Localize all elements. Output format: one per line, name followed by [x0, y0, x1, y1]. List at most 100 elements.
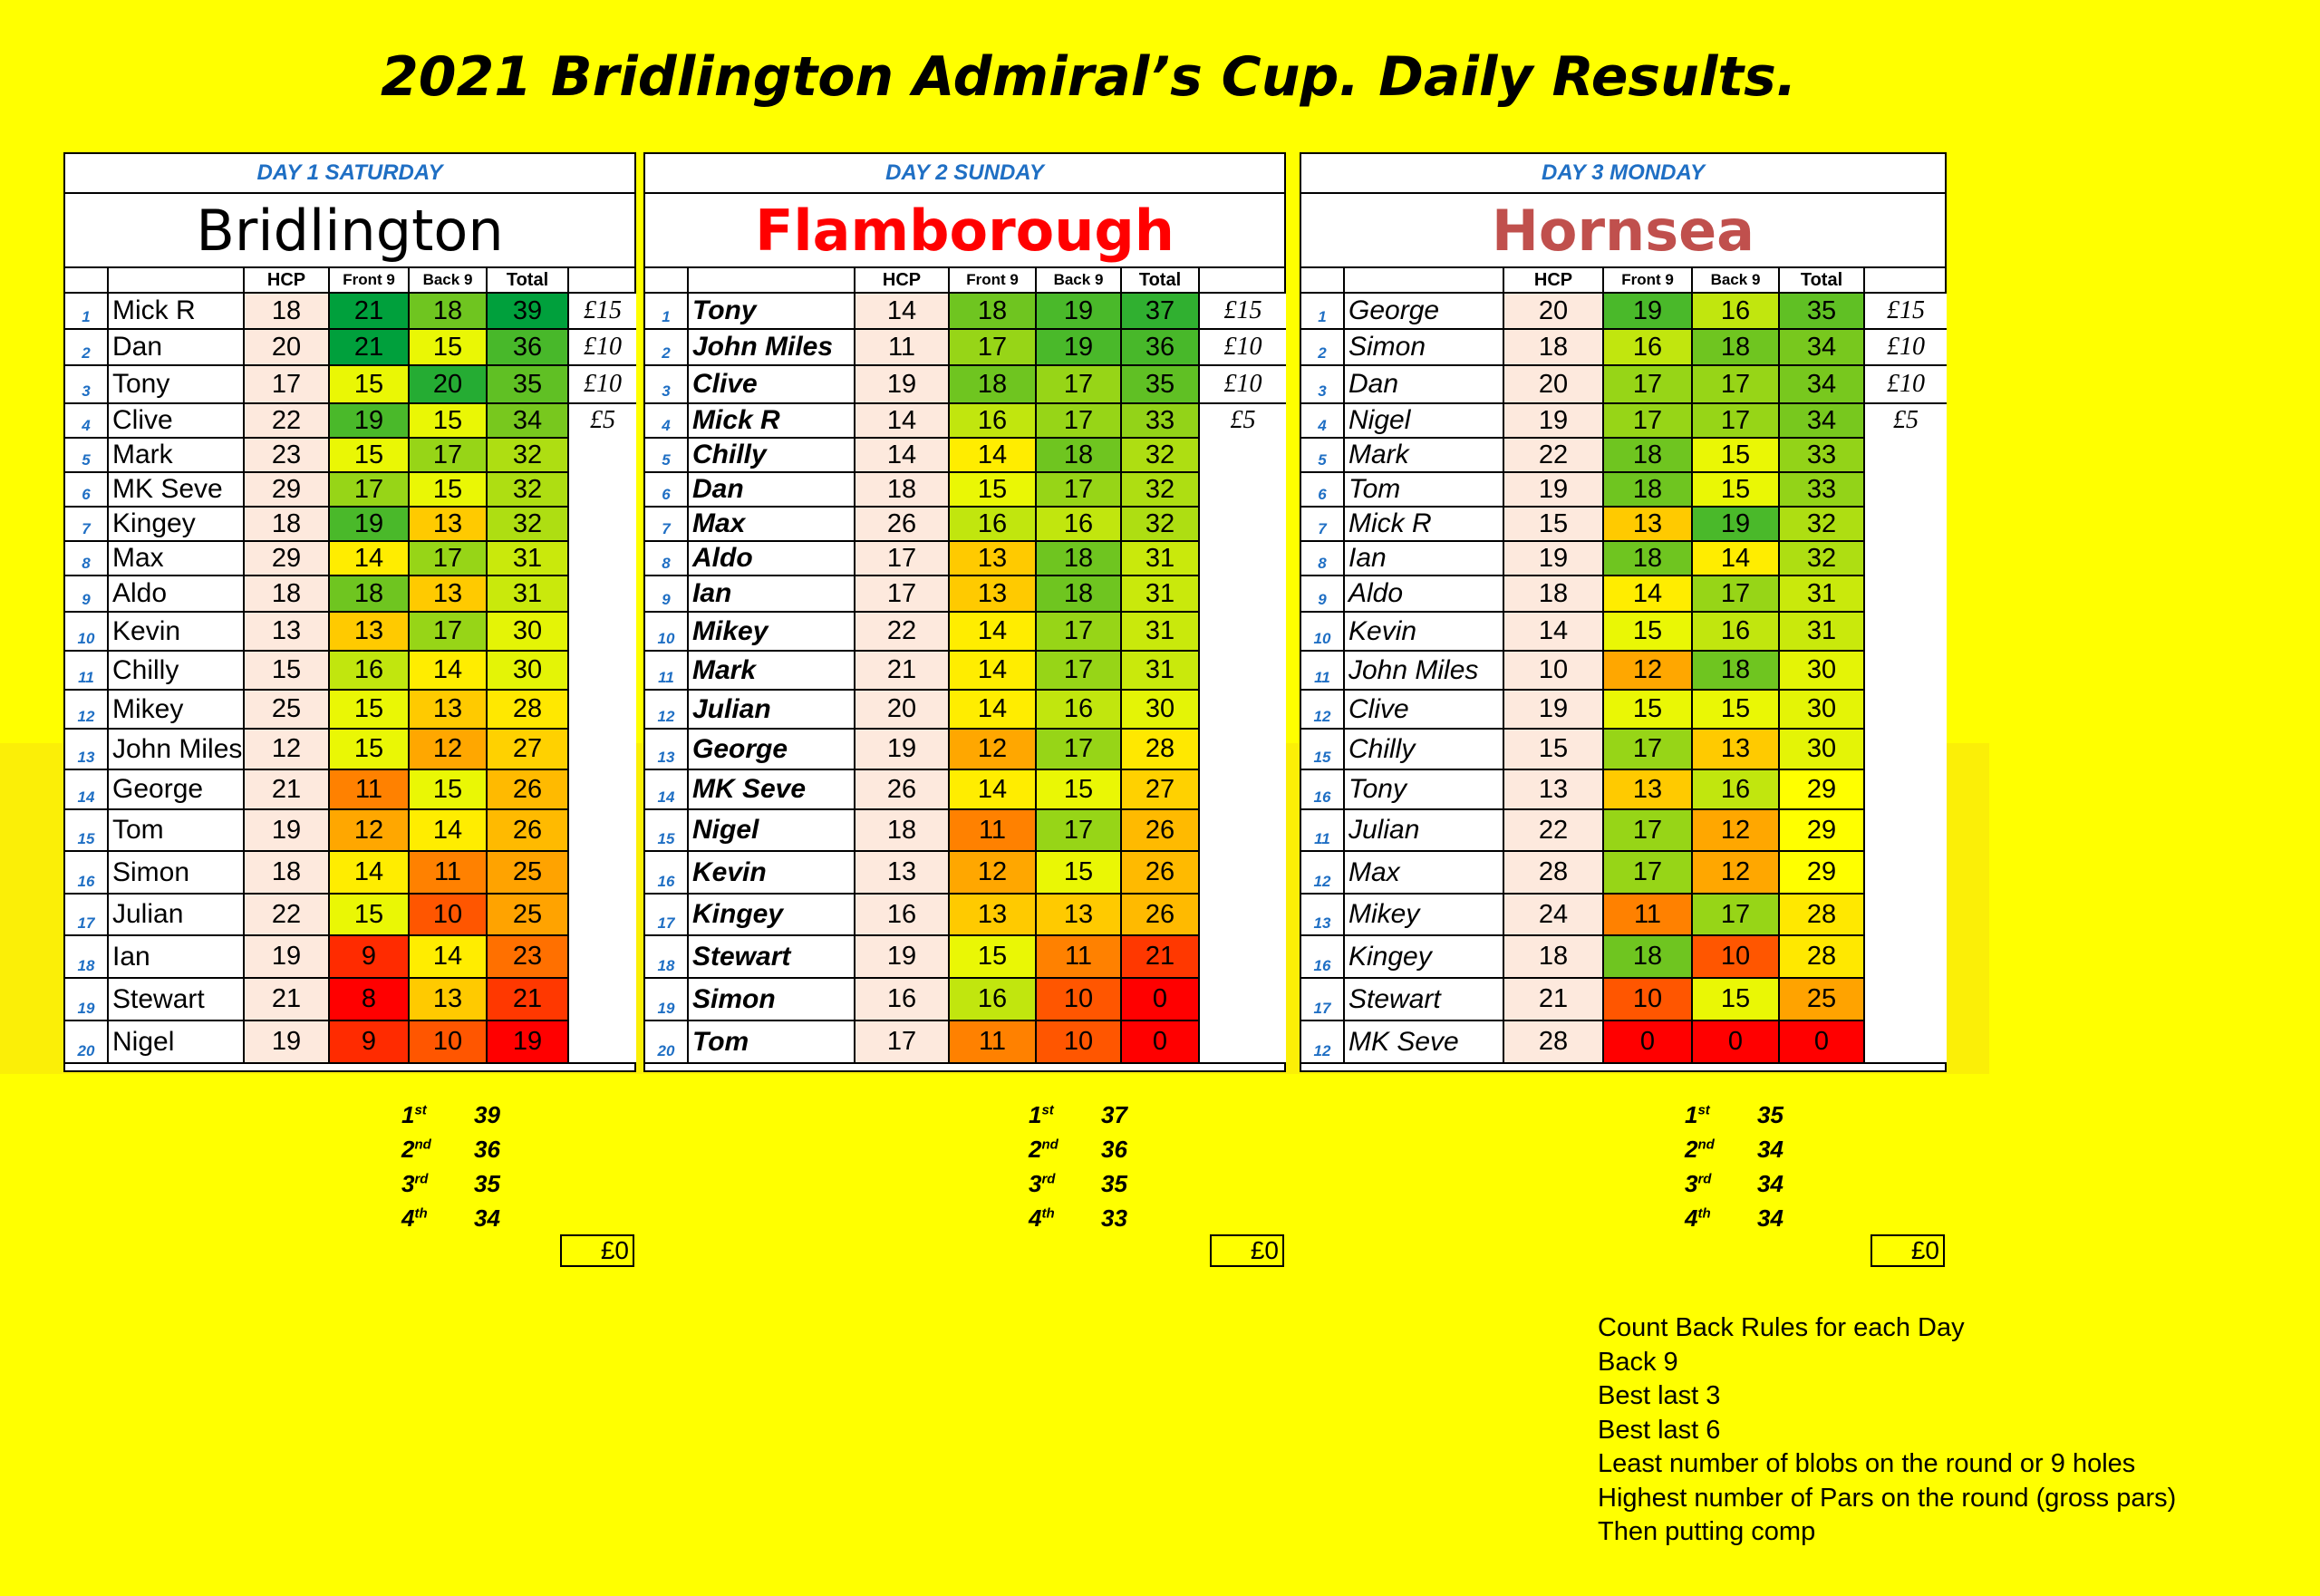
handicap-cell: 18 — [243, 852, 328, 893]
table-row: 1 Tony 14 18 19 37 £15 — [645, 294, 1286, 330]
front-nine-cell: 16 — [948, 404, 1035, 437]
prize-cell — [567, 936, 636, 977]
handicap-cell: 22 — [243, 404, 328, 437]
front-nine-cell: 19 — [328, 404, 408, 437]
position-number: 2 — [662, 344, 671, 362]
table-row: 12 Max 28 17 12 29 — [1301, 852, 1947, 895]
player-name: Mark — [1343, 439, 1503, 471]
prize-gap — [569, 977, 636, 979]
back-nine-cell: 13 — [408, 979, 486, 1020]
front-nine-cell: 14 — [328, 852, 408, 893]
table-row: 10 Mikey 22 14 17 31 — [645, 613, 1286, 652]
rule-line: Count Back Rules for each Day — [1598, 1313, 1965, 1342]
table-row: 10 Kevin 13 13 17 30 — [65, 613, 636, 652]
handicap-cell: 29 — [243, 542, 328, 575]
front-nine-cell: 17 — [328, 473, 408, 506]
prize-cell: £10 — [1863, 330, 1947, 364]
player-name: Chilly — [1343, 730, 1503, 769]
prize-pot: £0 — [1210, 1234, 1284, 1267]
table-row: 11 Julian 22 17 12 29 — [1301, 810, 1947, 852]
back-nine-cell: 20 — [408, 366, 486, 402]
position-number: 14 — [657, 788, 675, 806]
table-row: 2 John Miles 11 17 19 36 £10 — [645, 330, 1286, 366]
front-nine-cell: 18 — [1602, 473, 1691, 506]
back-nine-cell: 13 — [408, 508, 486, 540]
handicap-cell: 10 — [1503, 652, 1602, 689]
table-row: 3 Tony 17 15 20 35 £10 — [65, 366, 636, 404]
prize-cell — [567, 730, 636, 769]
prize-cell — [567, 770, 636, 808]
position-number: 7 — [662, 520, 671, 537]
table-row: 3 Dan 20 17 17 34 £10 — [1301, 366, 1947, 404]
page-title: 2021 Bridlington Admiral’s Cup. Daily Re… — [381, 45, 1797, 109]
prize-cell: £15 — [1863, 294, 1947, 328]
player-name: Nigel — [687, 810, 854, 850]
prize-gap — [1865, 977, 1947, 979]
player-name: Aldo — [107, 576, 243, 611]
prize-cell: £10 — [567, 330, 636, 364]
player-name: Mark — [687, 652, 854, 689]
place-suffix: rd — [1697, 1171, 1712, 1187]
player-name: Simon — [1343, 330, 1503, 364]
front-nine-cell: 13 — [1602, 770, 1691, 808]
front-nine-cell: 14 — [948, 652, 1035, 689]
player-name: Max — [1343, 852, 1503, 893]
table-row: 16 Simon 18 14 11 25 — [65, 852, 636, 895]
player-name: Mikey — [107, 691, 243, 728]
total-cell: 32 — [1120, 508, 1198, 540]
place-score: 1st 35 — [1685, 1101, 1830, 1132]
total-cell: 34 — [486, 404, 567, 437]
prize-cell — [1198, 770, 1286, 808]
table-row: 9 Aldo 18 14 17 31 — [1301, 576, 1947, 613]
position-number: 8 — [662, 555, 671, 572]
place-number: 3 — [1685, 1170, 1698, 1197]
player-name: Tony — [107, 366, 243, 402]
front-nine-cell: 18 — [948, 294, 1035, 328]
front-nine-cell: 8 — [328, 979, 408, 1020]
col-header-total: Total — [486, 268, 567, 292]
front-nine-cell: 17 — [1602, 852, 1691, 893]
back-nine-cell: 12 — [1691, 810, 1778, 850]
handicap-cell: 13 — [243, 613, 328, 650]
prize-gap — [1200, 808, 1286, 810]
position-number: 16 — [657, 873, 675, 890]
total-cell: 35 — [486, 366, 567, 402]
prize-gap — [1200, 769, 1286, 770]
player-name: Tom — [687, 1021, 854, 1062]
prize-gap — [569, 1020, 636, 1021]
player-name: Mick R — [1343, 508, 1503, 540]
front-nine-cell: 13 — [948, 576, 1035, 611]
total-cell: 26 — [1120, 810, 1198, 850]
col-header-front: Front 9 — [328, 268, 408, 292]
handicap-cell: 16 — [854, 979, 948, 1020]
table-row: 15 Chilly 15 17 13 30 — [1301, 730, 1947, 770]
prize-cell — [1863, 770, 1947, 808]
place-number: 3 — [1029, 1170, 1042, 1197]
front-nine-cell: 17 — [1602, 366, 1691, 402]
position-number: 10 — [1313, 630, 1331, 647]
prize-gap — [1200, 575, 1286, 576]
player-name: Kingey — [687, 895, 854, 934]
back-nine-cell: 18 — [1035, 439, 1120, 471]
back-nine-cell: 10 — [1035, 979, 1120, 1020]
player-name: Max — [687, 508, 854, 540]
prize-gap — [569, 437, 636, 439]
player-name: MK Seve — [1343, 1021, 1503, 1062]
position-number: 18 — [77, 957, 95, 974]
front-nine-cell: 10 — [1602, 979, 1691, 1020]
position-number: 17 — [657, 914, 675, 932]
prize-gap — [1865, 611, 1947, 613]
back-nine-cell: 15 — [408, 404, 486, 437]
prize-cell — [1198, 730, 1286, 769]
prize-gap — [569, 506, 636, 508]
prize-cell — [1198, 439, 1286, 471]
place-suffix: st — [1697, 1102, 1710, 1118]
place-score: 2nd 36 — [401, 1136, 546, 1166]
position-number: 9 — [82, 591, 91, 608]
player-name: Simon — [687, 979, 854, 1020]
prize-cell — [567, 439, 636, 471]
prize-gap — [1200, 893, 1286, 895]
prize-cell — [1863, 473, 1947, 506]
position-number: 4 — [1318, 417, 1327, 434]
total-cell: 25 — [486, 895, 567, 934]
